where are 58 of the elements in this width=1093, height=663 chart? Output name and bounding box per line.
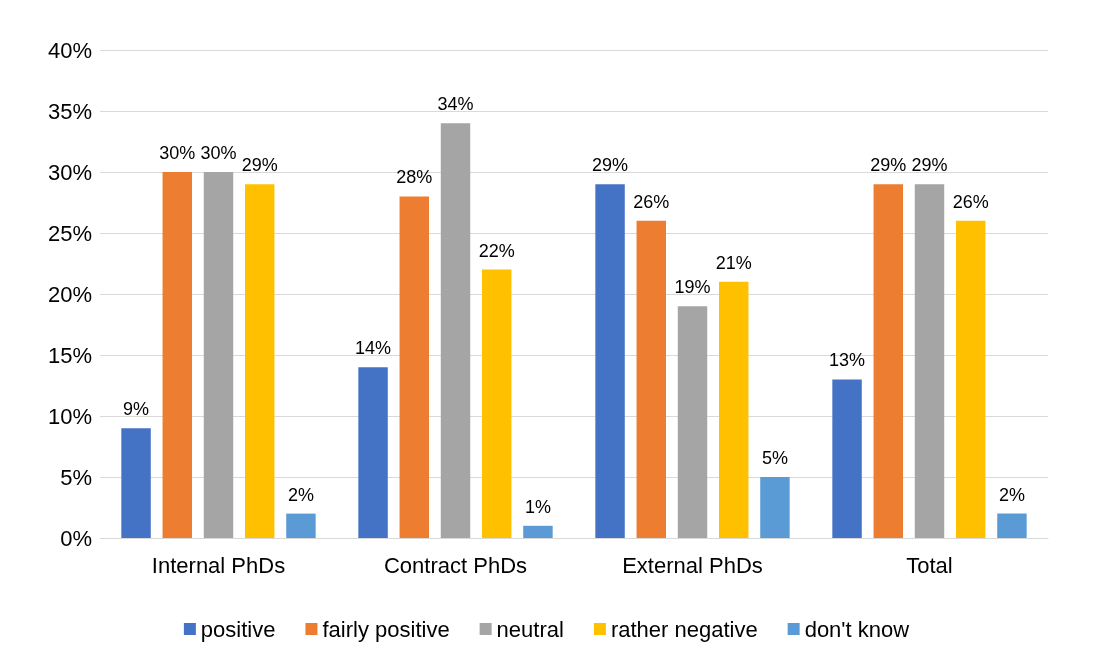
bar (914, 184, 945, 538)
data-label: 14% (355, 338, 392, 359)
data-label: 2% (998, 484, 1025, 505)
bar (245, 184, 275, 538)
bar (873, 184, 903, 538)
bar (719, 281, 749, 538)
bar (121, 428, 151, 538)
data-label: 34% (437, 94, 474, 115)
bar (832, 379, 862, 538)
x-tick-label: Total (906, 552, 953, 578)
x-tick-label: Contract PhDs (383, 552, 528, 578)
bar (956, 220, 986, 538)
y-tick-label: 0% (60, 525, 92, 551)
y-tick-label: 15% (47, 342, 92, 368)
x-tick-label: External PhDs (622, 552, 763, 578)
y-tick-label: 5% (60, 464, 92, 490)
bar (440, 123, 471, 538)
y-tick-label: 25% (47, 220, 92, 246)
bar (760, 477, 790, 538)
bar (203, 172, 234, 538)
data-label: 1% (524, 496, 551, 517)
bar (523, 525, 553, 538)
legend-label: don't know (804, 616, 910, 642)
data-label: 29% (592, 155, 629, 176)
data-label: 30% (200, 143, 237, 163)
bar (636, 220, 666, 538)
data-label: 19% (674, 277, 711, 298)
legend-label: neutral (496, 616, 564, 642)
bar (286, 513, 316, 538)
data-label: 9% (123, 399, 150, 420)
data-label: 29% (870, 155, 907, 176)
y-tick-label: 30% (47, 159, 92, 185)
bar (162, 172, 192, 538)
bar (358, 367, 388, 538)
bar (399, 196, 429, 538)
legend-label: rather negative (610, 616, 758, 642)
bar (997, 513, 1027, 538)
data-label: 30% (159, 143, 196, 163)
data-label: 22% (478, 240, 515, 261)
data-label: 26% (952, 191, 989, 212)
y-tick-label: 20% (47, 281, 92, 307)
bar (595, 184, 625, 538)
bar (677, 306, 708, 538)
y-tick-label: 40% (47, 37, 92, 63)
legend-label: positive (200, 616, 276, 642)
y-tick-label: 35% (47, 98, 92, 124)
y-tick-label: 10% (47, 403, 92, 429)
data-label: 13% (829, 350, 866, 371)
legend-label: fairly positive (322, 616, 450, 642)
data-label: 29% (241, 155, 278, 176)
data-label: 28% (396, 167, 433, 188)
data-label: 21% (715, 252, 752, 273)
data-label: 26% (633, 191, 670, 212)
data-label: 2% (287, 484, 314, 505)
data-label: 29% (911, 155, 948, 176)
bar (482, 269, 512, 538)
x-tick-label: Internal PhDs (151, 552, 286, 578)
data-label: 5% (761, 448, 788, 468)
